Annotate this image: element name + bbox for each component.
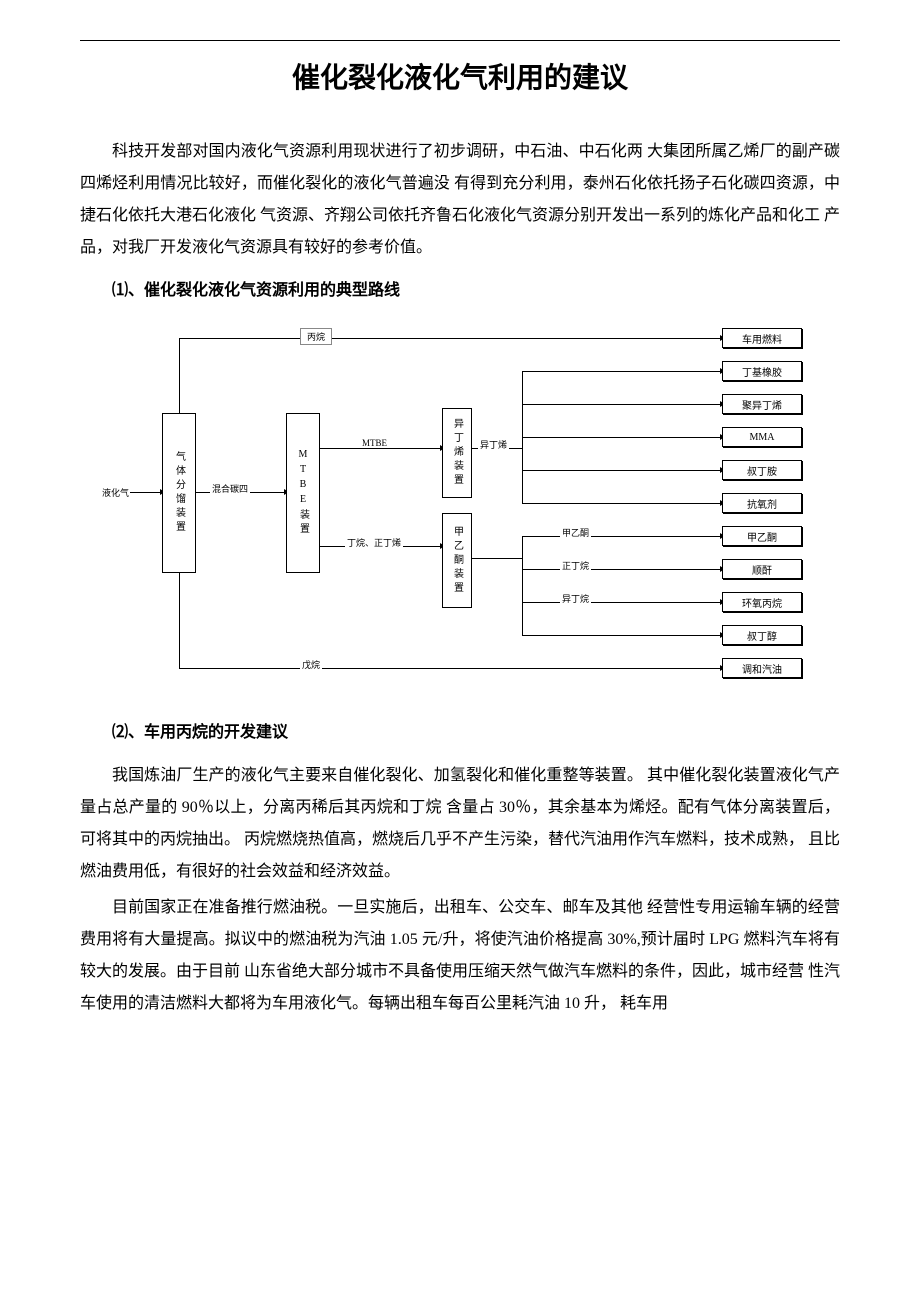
product-box: 甲乙酮 [722,526,802,546]
product-box: 抗氧剂 [722,493,802,513]
product-box: 叔丁醇 [722,625,802,645]
edge [522,602,720,603]
paragraph-3: 目前国家正在准备推行燃油税。一旦实施后，出租车、公交车、邮车及其他 经营性专用运… [80,892,840,1020]
edge [179,338,180,413]
edge [472,558,522,559]
edge [130,492,160,493]
edge [179,573,180,668]
edge-label-pentane: 戊烷 [300,658,322,671]
intro-paragraph: 科技开发部对国内液化气资源利用现状进行了初步调研，中石油、中石化两 大集团所属乙… [80,136,840,264]
edge-label-propane: 丙烷 [300,328,332,345]
edge-label-mtbe: MTBE [360,438,389,448]
top-rule [80,40,840,41]
edge [522,470,720,471]
page-title: 催化裂化液化气利用的建议 [80,56,840,96]
product-box: 叔丁胺 [722,460,802,480]
edge-label-mek: 甲乙酮 [560,526,591,539]
edge-label-isobutene: 异丁烯 [478,438,509,451]
section-1-heading: ⑴、催化裂化液化气资源利用的典型路线 [80,276,840,300]
edge [522,404,720,405]
edge [522,602,523,635]
product-box: 顺酐 [722,559,802,579]
edge-label-mixed-c4: 混合碳四 [210,482,250,495]
product-box: 聚异丁烯 [722,394,802,414]
product-box: 车用燃料 [722,328,802,348]
section-2-heading: ⑵、车用丙烷的开发建议 [80,718,840,742]
edge [522,536,720,537]
edge-label-nbutane: 正丁烷 [560,559,591,572]
product-box: 环氧丙烷 [722,592,802,612]
product-box: MMA [722,427,802,447]
node-unit4: 甲乙酮装置 [442,513,472,608]
node-unit1: 气体分馏装置 [162,413,196,573]
edge-label-butane: 丁烷、正丁烯 [345,536,403,549]
edge [522,569,720,570]
node-unit2: MTBE装置 [286,413,320,573]
edge [522,635,720,636]
edge [522,371,720,372]
node-unit3: 异丁烯装置 [442,408,472,498]
edge-label-isobutane: 异丁烷 [560,592,591,605]
paragraph-2: 我国炼油厂生产的液化气主要来自催化裂化、加氢裂化和催化重整等装置。 其中催化裂化… [80,760,840,888]
flowchart-diagram: 液化气 气体分馏装置 丙烷 戊烷 混合碳四 MTBE装置 MTBE 丁烷、正丁烯… [100,318,820,688]
edge [179,338,720,339]
edge [179,668,720,669]
product-box: 调和汽油 [722,658,802,678]
edge [320,448,440,449]
edge-label-input: 液化气 [100,486,131,499]
edge [522,437,720,438]
product-box: 丁基橡胶 [722,361,802,381]
edge [522,503,720,504]
